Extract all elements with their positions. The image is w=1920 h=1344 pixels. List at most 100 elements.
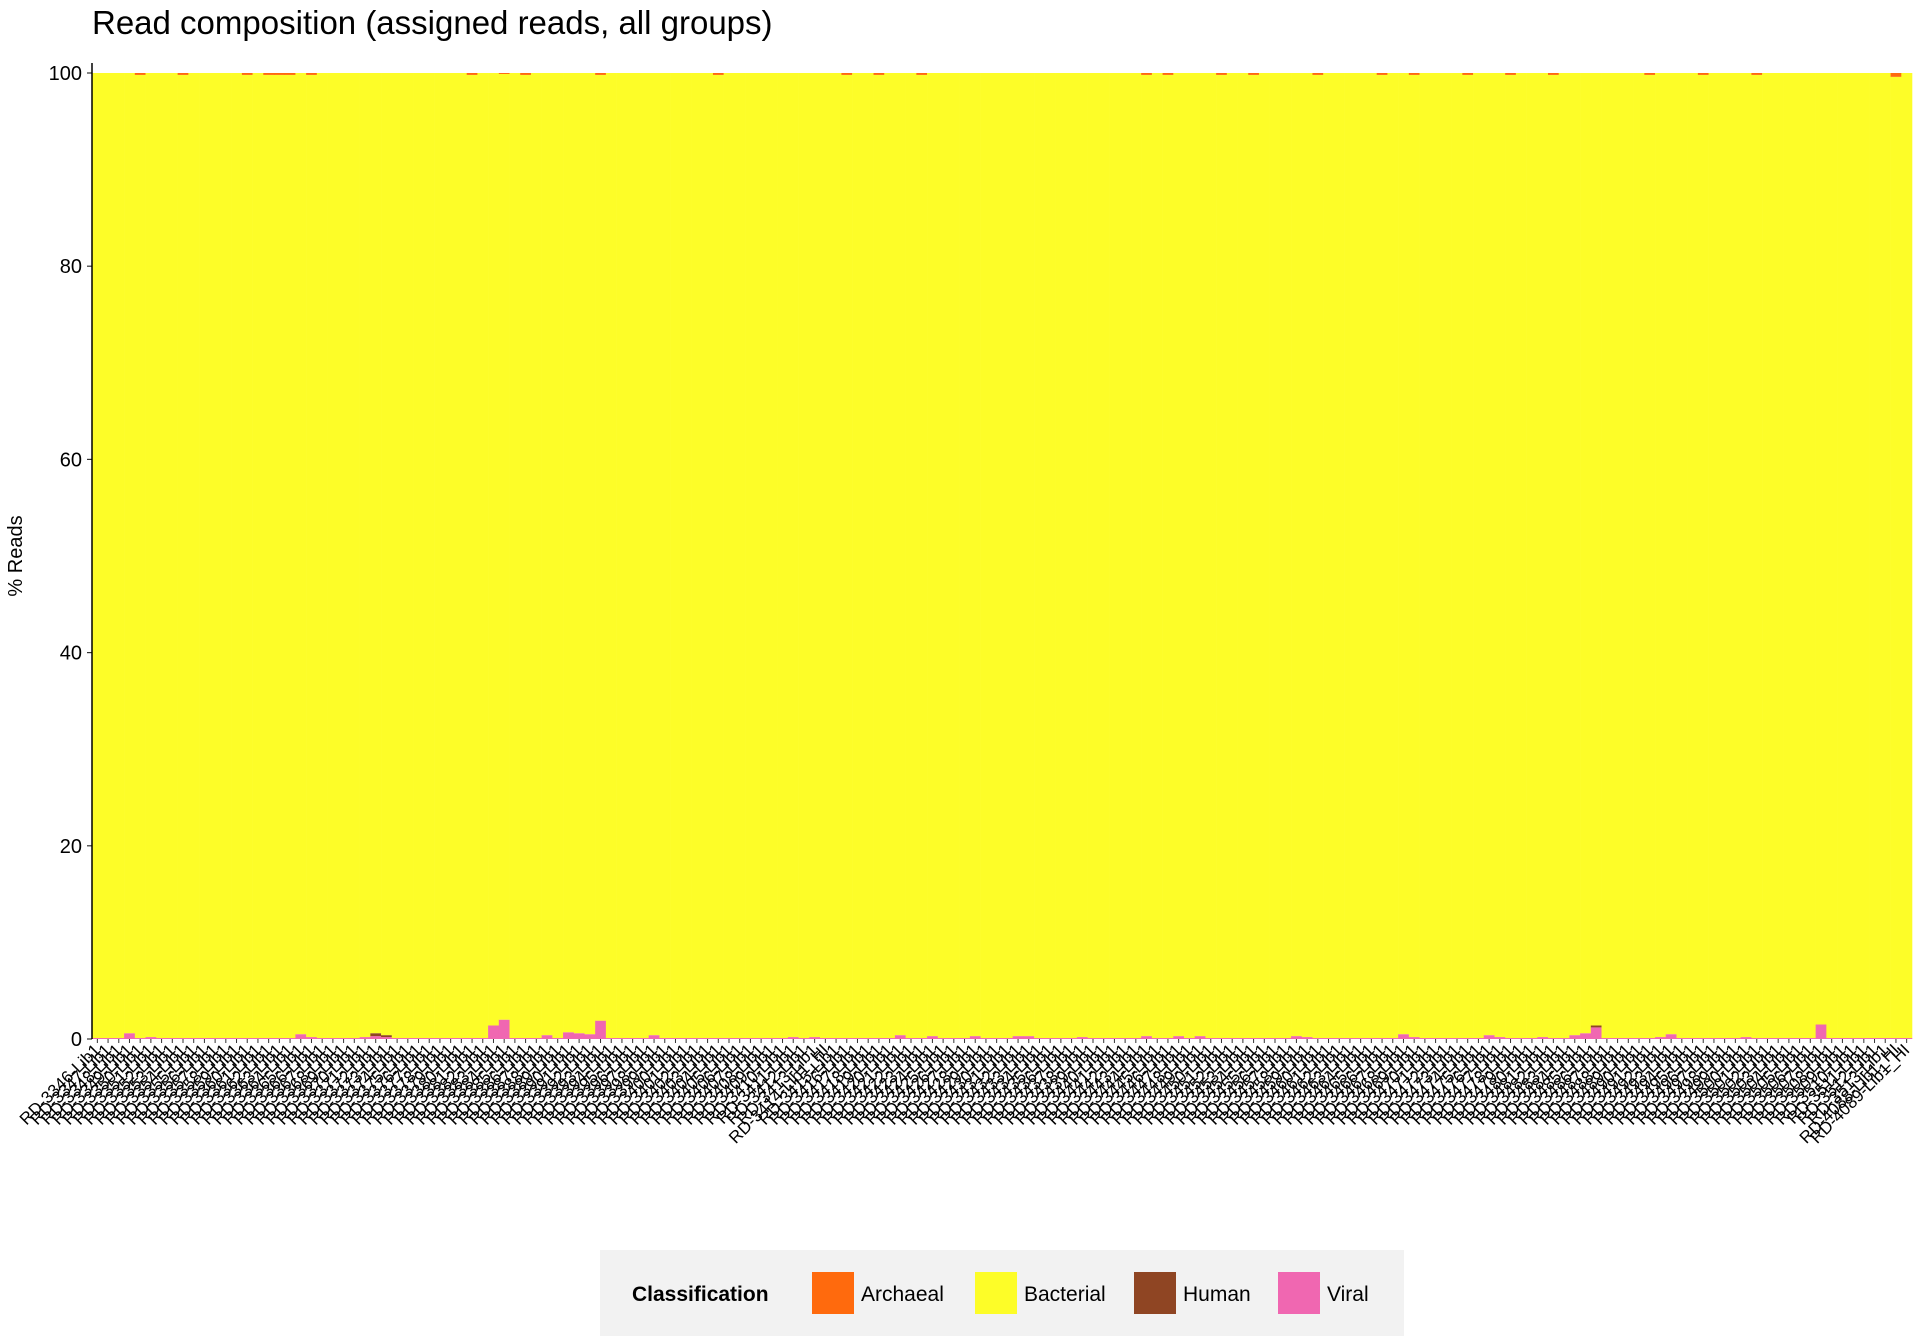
bar-segment bbox=[691, 73, 703, 1039]
bar-segment bbox=[1376, 74, 1388, 1039]
bar-segment bbox=[359, 1037, 371, 1039]
bar-segment bbox=[1119, 73, 1131, 1039]
bar-segment bbox=[220, 1038, 232, 1039]
bar-segment bbox=[370, 1036, 382, 1039]
bar-segment bbox=[1280, 1038, 1292, 1039]
bar-segment bbox=[873, 73, 885, 75]
bar-segment bbox=[1601, 73, 1613, 1039]
bar-segment bbox=[456, 73, 468, 1039]
bar-segment bbox=[423, 73, 435, 1039]
bar-segment bbox=[1847, 1038, 1859, 1039]
bar-segment bbox=[1815, 73, 1827, 1025]
chart-title: Read composition (assigned reads, all gr… bbox=[92, 4, 773, 41]
bar-segment bbox=[916, 74, 928, 1039]
bar-segment bbox=[1076, 1037, 1088, 1039]
bar-segment bbox=[1034, 73, 1046, 1039]
y-tick-label: 40 bbox=[60, 643, 82, 665]
bar-segment bbox=[1548, 1038, 1560, 1039]
bar-segment bbox=[1494, 73, 1506, 1038]
bar-segment bbox=[1622, 1038, 1634, 1039]
bar-segment bbox=[648, 73, 660, 1036]
bar-segment bbox=[1012, 73, 1024, 1037]
bar-segment bbox=[841, 73, 853, 75]
bar-segment bbox=[1184, 1038, 1196, 1039]
bar-segment bbox=[177, 1038, 189, 1039]
bar-segment bbox=[1098, 1038, 1110, 1039]
legend-label: Bacterial bbox=[1024, 1283, 1106, 1306]
bar-segment bbox=[552, 73, 564, 1039]
bar-segment bbox=[927, 73, 939, 1037]
bar-segment bbox=[1023, 1036, 1035, 1039]
bar-segment bbox=[1751, 1038, 1763, 1039]
bar-segment bbox=[1558, 1038, 1570, 1039]
bar-segment bbox=[466, 1038, 478, 1039]
bar-segment bbox=[1130, 1038, 1142, 1039]
bar-segment bbox=[584, 73, 596, 1035]
bar-segment bbox=[1505, 73, 1517, 75]
bar-segment bbox=[1205, 73, 1217, 1039]
bar-segment bbox=[338, 1038, 350, 1039]
bar-segment bbox=[1291, 1036, 1303, 1039]
bar-segment bbox=[670, 1038, 682, 1039]
bar-segment bbox=[1515, 1038, 1527, 1039]
bar-segment bbox=[616, 1038, 628, 1039]
bar-segment bbox=[1387, 1038, 1399, 1039]
bar-segment bbox=[413, 1038, 425, 1039]
bar-segment bbox=[648, 1035, 660, 1039]
bar-segment bbox=[1301, 73, 1313, 1038]
y-tick-label: 0 bbox=[71, 1029, 82, 1051]
bar-segment bbox=[1697, 1038, 1709, 1039]
bar-segment bbox=[659, 73, 671, 1039]
bar-segment bbox=[92, 73, 104, 1039]
bar-segment bbox=[241, 74, 253, 1039]
bar-segment bbox=[188, 73, 200, 1039]
bar-segment bbox=[199, 73, 211, 1039]
bar-segment bbox=[1858, 73, 1870, 1039]
bar-segment bbox=[1590, 1027, 1602, 1039]
bar-segment bbox=[466, 73, 478, 75]
bar-segment bbox=[1665, 1034, 1677, 1039]
bar-segment bbox=[1248, 1038, 1260, 1039]
bar-segment bbox=[402, 73, 414, 1039]
bar-segment bbox=[1869, 73, 1881, 1039]
bar-segment bbox=[263, 73, 275, 75]
bar-segment bbox=[241, 73, 253, 75]
bar-segment bbox=[991, 1038, 1003, 1039]
bar-segment bbox=[798, 1038, 810, 1039]
bar-segment bbox=[1804, 1038, 1816, 1039]
bar-segment bbox=[1837, 1038, 1849, 1039]
bar-segment bbox=[755, 73, 767, 1039]
bar-segment bbox=[1890, 73, 1902, 77]
bar-segment bbox=[563, 73, 575, 1033]
bar-segment bbox=[894, 1035, 906, 1039]
bar-segment bbox=[1109, 1038, 1121, 1039]
bar-segment bbox=[841, 74, 853, 1039]
bar-segment bbox=[1526, 1038, 1538, 1039]
bar-segment bbox=[423, 1038, 435, 1039]
bar-segment bbox=[605, 73, 617, 1039]
bar-segment bbox=[241, 1038, 253, 1039]
bar-segment bbox=[498, 73, 510, 1020]
bar-segment bbox=[1708, 1038, 1720, 1039]
bar-segment bbox=[1890, 1038, 1902, 1039]
bar-segment bbox=[1890, 76, 1902, 1039]
bar-segment bbox=[937, 1038, 949, 1039]
bar-segment bbox=[638, 1038, 650, 1039]
bar-segment bbox=[1697, 73, 1709, 75]
bar-segment bbox=[1794, 1038, 1806, 1039]
bar-segment bbox=[916, 1038, 928, 1039]
bar-segment bbox=[638, 73, 650, 1039]
legend-label: Human bbox=[1183, 1283, 1251, 1306]
bar-segment bbox=[541, 1035, 553, 1039]
bar-segment bbox=[1483, 1035, 1495, 1039]
bar-segment bbox=[102, 1038, 114, 1039]
bar-segment bbox=[520, 74, 532, 1039]
bar-segment bbox=[1879, 73, 1891, 1039]
bar-segment bbox=[316, 1038, 328, 1039]
bar-segment bbox=[274, 73, 286, 75]
bar-segment bbox=[1665, 73, 1677, 1035]
bar-segment bbox=[1087, 73, 1099, 1039]
bar-segment bbox=[862, 1038, 874, 1039]
bar-segment bbox=[948, 1038, 960, 1039]
bar-segment bbox=[1269, 73, 1281, 1039]
